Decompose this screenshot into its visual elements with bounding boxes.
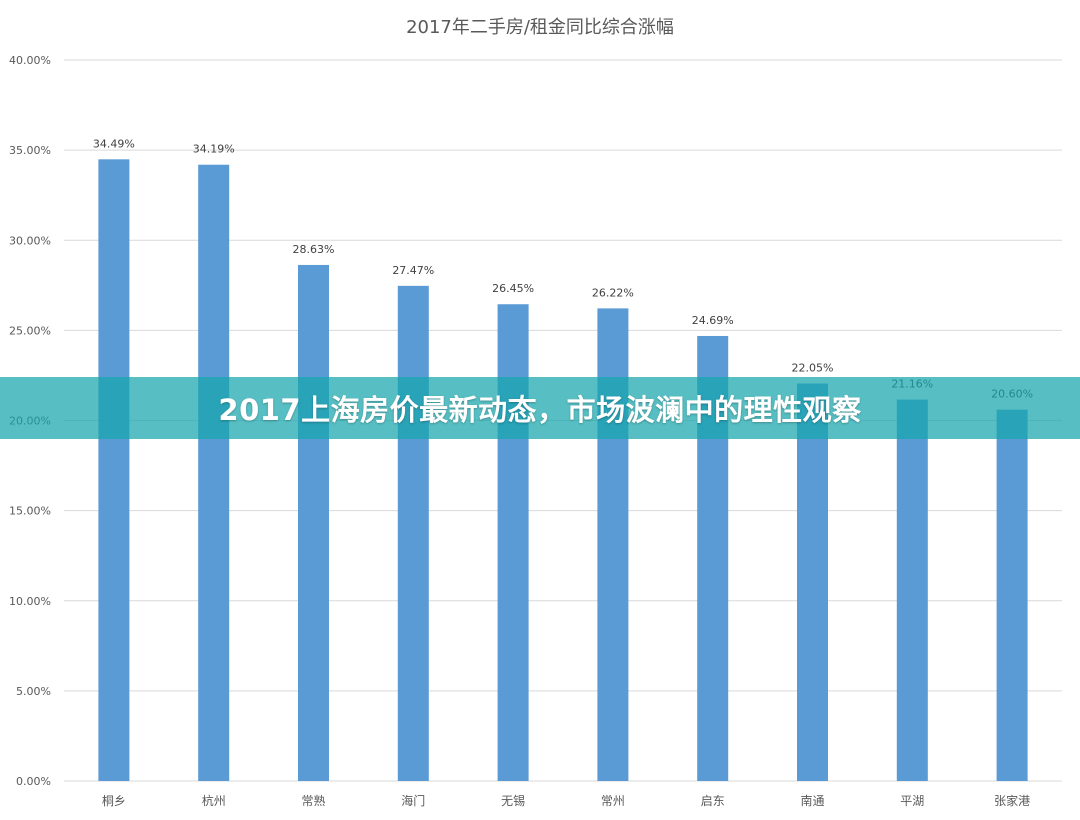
y-tick-label: 40.00%: [9, 54, 51, 67]
chart-title: 2017年二手房/租金同比综合涨幅: [406, 17, 674, 38]
x-tick-label: 南通: [800, 793, 824, 808]
bar: [896, 399, 928, 781]
x-tick-label: 常州: [601, 794, 625, 808]
y-tick-label: 35.00%: [9, 144, 51, 157]
headline-banner: 2017上海房价最新动态，市场波澜中的理性观察: [0, 377, 1080, 439]
x-tick-label: 常熟: [301, 793, 325, 808]
bar: [98, 159, 130, 781]
y-tick-label: 25.00%: [9, 324, 51, 337]
data-label: 24.69%: [692, 314, 734, 327]
x-tick-label: 海门: [401, 793, 425, 808]
bar: [397, 285, 429, 781]
x-tick-label: 平湖: [900, 793, 924, 808]
data-label: 26.45%: [492, 282, 534, 295]
y-tick-label: 0.00%: [16, 775, 51, 788]
data-labels: 34.49% 34.19% 28.63% 27.47% 26.45% 26.22% 24.6…: [93, 137, 1033, 400]
data-label: 26.22%: [592, 286, 634, 299]
data-label: 27.47%: [392, 264, 434, 277]
data-label: 34.19%: [193, 143, 235, 156]
bar: [996, 409, 1028, 781]
x-axis-categories: 桐乡 杭州 常熟 海门 无锡 常州 启东 南通 平湖 张家港: [102, 793, 1030, 808]
y-tick-label: 10.00%: [9, 595, 51, 608]
data-label: 22.05%: [792, 362, 834, 375]
y-tick-label: 30.00%: [9, 234, 51, 247]
y-tick-label: 15.00%: [9, 505, 51, 518]
bar: [797, 383, 828, 781]
x-tick-label: 桐乡: [102, 794, 126, 808]
x-tick-label: 启东: [701, 794, 725, 808]
bar: [198, 164, 230, 782]
x-tick-label: 无锡: [501, 793, 525, 808]
bars: [98, 159, 1028, 782]
y-tick-label: 5.00%: [16, 685, 51, 698]
data-label: 34.49%: [93, 137, 135, 150]
bar: [497, 304, 529, 781]
data-label: 28.63%: [293, 243, 335, 256]
x-tick-label: 张家港: [994, 793, 1030, 808]
headline-text: 2017上海房价最新动态，市场波澜中的理性观察: [218, 393, 862, 427]
bar: [298, 264, 329, 782]
x-tick-label: 杭州: [202, 793, 226, 808]
